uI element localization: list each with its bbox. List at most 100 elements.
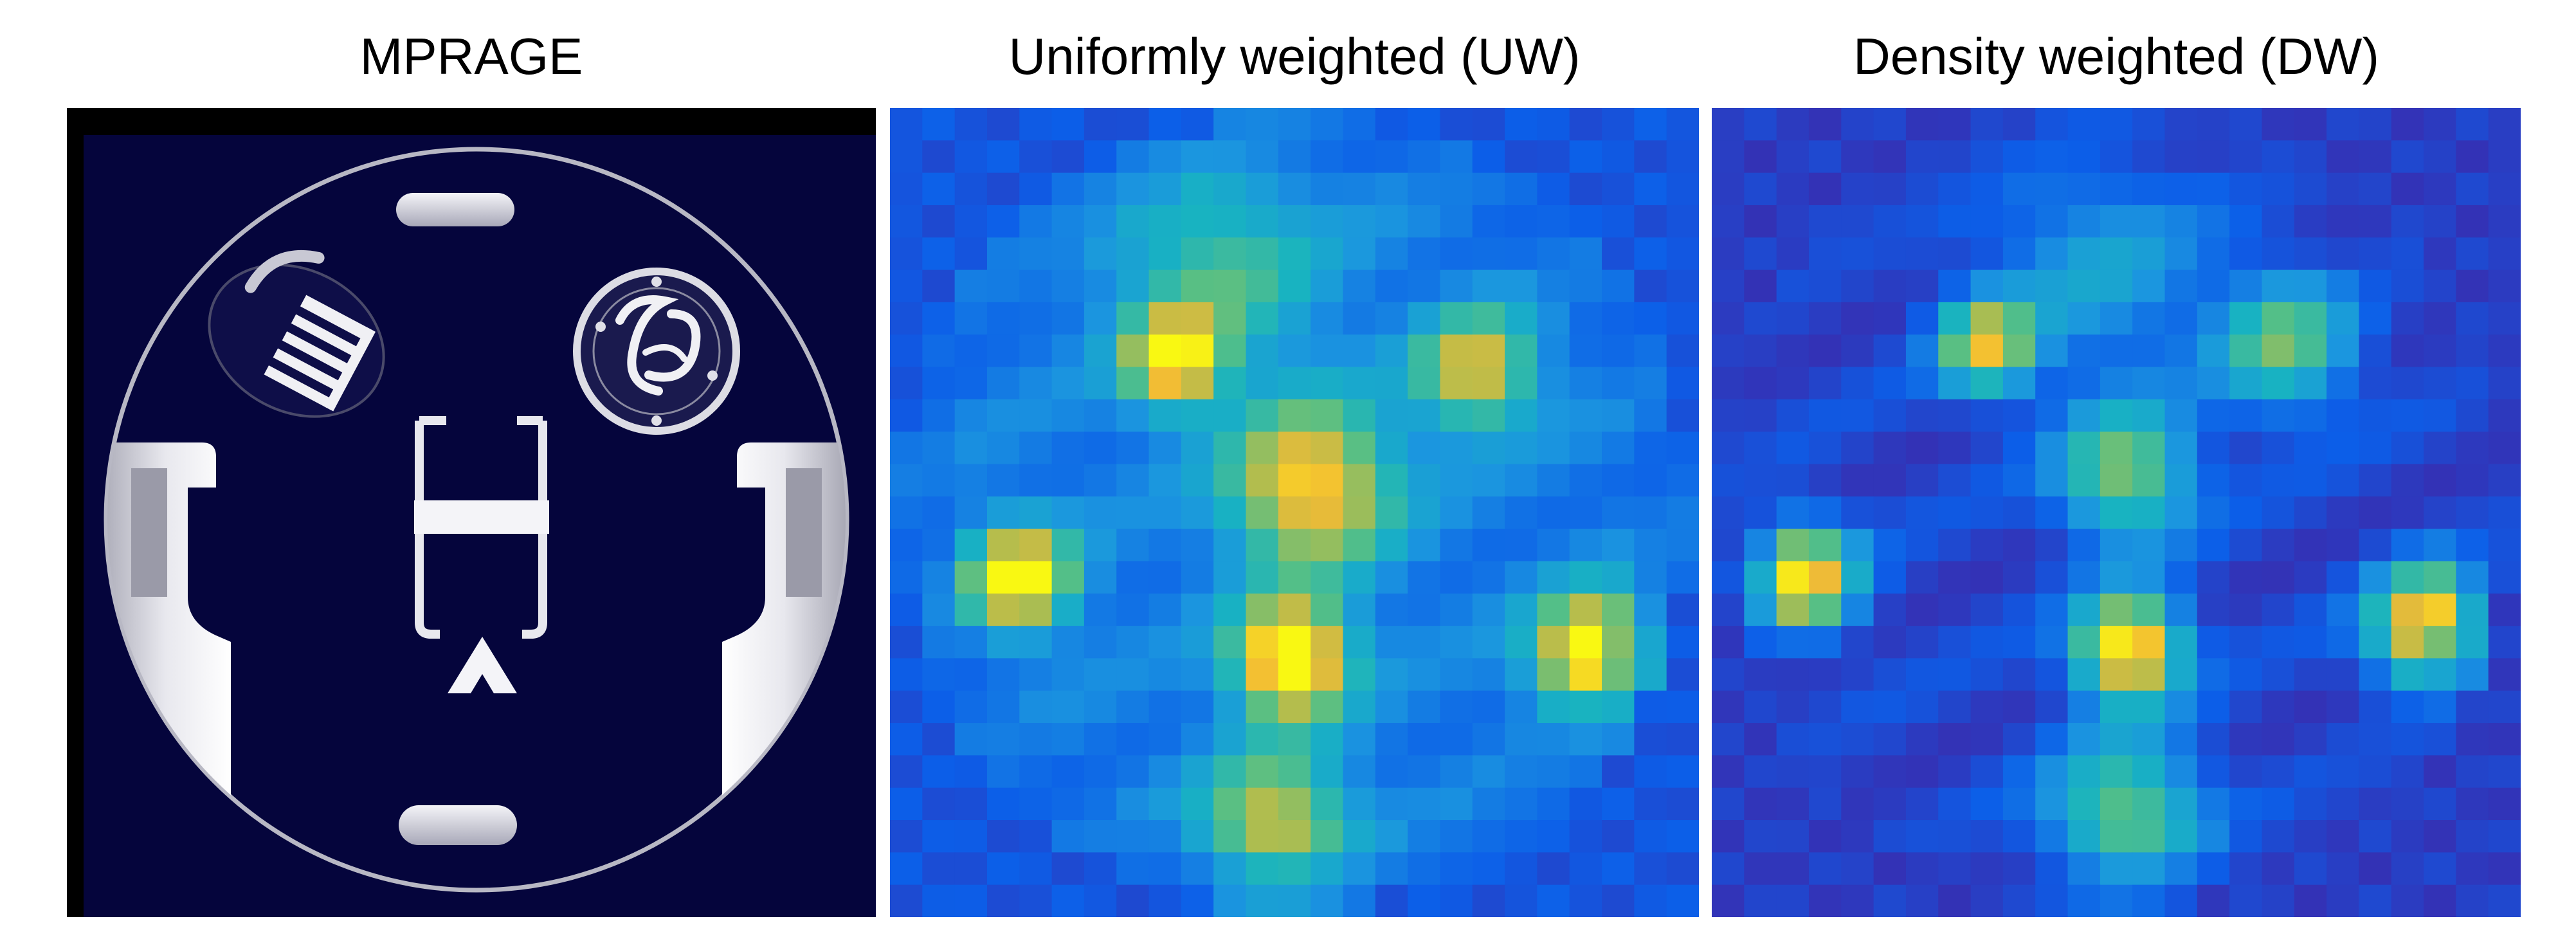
- map-pixel: [2067, 755, 2101, 789]
- map-pixel: [1569, 334, 1602, 368]
- map-pixel: [1537, 820, 1570, 853]
- map-pixel: [1343, 884, 1376, 917]
- map-pixel: [890, 269, 923, 303]
- map-pixel: [1938, 399, 1972, 432]
- map-pixel: [1084, 334, 1117, 368]
- map-pixel: [1505, 852, 1537, 886]
- map-pixel: [2424, 367, 2456, 400]
- map-pixel: [2488, 787, 2521, 821]
- map-pixel: [1343, 852, 1376, 886]
- map-pixel: [890, 205, 923, 238]
- map-pixel: [1375, 787, 1408, 821]
- map-pixel: [2197, 820, 2230, 853]
- map-pixel: [2002, 626, 2036, 659]
- map-pixel: [1278, 561, 1311, 594]
- uw-map-image: [890, 108, 1699, 917]
- map-pixel: [1408, 755, 1441, 789]
- map-pixel: [1148, 529, 1182, 562]
- map-pixel: [1213, 140, 1247, 174]
- map-pixel: [1246, 464, 1279, 497]
- map-pixel: [2132, 723, 2166, 756]
- map-pixel: [922, 723, 956, 756]
- map-pixel: [1343, 205, 1376, 238]
- map-pixel: [2100, 658, 2133, 691]
- map-pixel: [1278, 432, 1311, 465]
- map-pixel: [1019, 723, 1053, 756]
- map-pixel: [1084, 529, 1117, 562]
- map-pixel: [2391, 205, 2424, 238]
- map-pixel: [1051, 108, 1085, 141]
- map-pixel: [2035, 237, 2069, 271]
- map-pixel: [1744, 529, 1777, 562]
- map-pixel: [2424, 108, 2456, 141]
- map-pixel: [2327, 529, 2359, 562]
- map-pixel: [1808, 529, 1842, 562]
- map-pixel: [1634, 529, 1667, 562]
- map-pixel: [1808, 269, 1842, 303]
- map-pixel: [890, 626, 923, 659]
- map-pixel: [1084, 367, 1117, 400]
- map-pixel: [986, 432, 1020, 465]
- map-pixel: [1634, 464, 1667, 497]
- map-pixel: [1776, 884, 1810, 917]
- map-pixel: [1408, 529, 1441, 562]
- map-pixel: [2164, 140, 2198, 174]
- map-pixel: [890, 755, 923, 789]
- map-pixel: [1970, 626, 2004, 659]
- map-pixel: [1181, 334, 1214, 368]
- map-pixel: [1634, 626, 1667, 659]
- map-pixel: [1905, 723, 1939, 756]
- map-pixel: [1873, 852, 1907, 886]
- map-pixel: [1666, 399, 1699, 432]
- map-pixel: [1375, 755, 1408, 789]
- map-pixel: [2100, 820, 2133, 853]
- map-pixel: [1537, 852, 1570, 886]
- map-pixel: [1311, 690, 1344, 724]
- map-pixel: [1970, 205, 2004, 238]
- map-pixel: [2294, 367, 2327, 400]
- map-pixel: [1051, 658, 1085, 691]
- map-pixel: [986, 172, 1020, 206]
- map-pixel: [1148, 237, 1182, 271]
- map-pixel: [1808, 205, 1842, 238]
- map-pixel: [1084, 593, 1117, 626]
- map-pixel: [1634, 852, 1667, 886]
- map-pixel: [2262, 787, 2295, 821]
- map-pixel: [1938, 690, 1972, 724]
- map-pixel: [2327, 658, 2359, 691]
- map-pixel: [1634, 172, 1667, 206]
- map-pixel: [1712, 367, 1745, 400]
- map-pixel: [1666, 690, 1699, 724]
- map-pixel: [1051, 237, 1085, 271]
- map-pixel: [1970, 269, 2004, 303]
- map-pixel: [986, 302, 1020, 335]
- map-pixel: [2229, 658, 2263, 691]
- map-pixel: [2327, 884, 2359, 917]
- map-pixel: [1375, 529, 1408, 562]
- map-pixel: [2327, 755, 2359, 789]
- map-pixel: [2488, 205, 2521, 238]
- map-pixel: [1873, 593, 1907, 626]
- map-pixel: [1537, 205, 1570, 238]
- map-pixel: [2035, 561, 2069, 594]
- map-pixel: [1712, 334, 1745, 368]
- map-pixel: [2229, 852, 2263, 886]
- map-pixel: [1666, 108, 1699, 141]
- map-pixel: [2197, 852, 2230, 886]
- map-pixel: [2294, 593, 2327, 626]
- map-pixel: [2067, 820, 2101, 853]
- map-pixel: [2327, 108, 2359, 141]
- map-pixel: [1116, 884, 1150, 917]
- map-pixel: [1569, 302, 1602, 335]
- map-pixel: [2262, 172, 2295, 206]
- map-pixel: [1505, 820, 1537, 853]
- map-pixel: [1602, 852, 1635, 886]
- map-pixel: [954, 658, 988, 691]
- map-pixel: [1148, 852, 1182, 886]
- map-pixel: [1019, 690, 1053, 724]
- map-pixel: [1472, 658, 1505, 691]
- map-pixel: [1569, 626, 1602, 659]
- map-pixel: [1278, 108, 1311, 141]
- map-pixel: [2067, 108, 2101, 141]
- map-pixel: [1440, 269, 1473, 303]
